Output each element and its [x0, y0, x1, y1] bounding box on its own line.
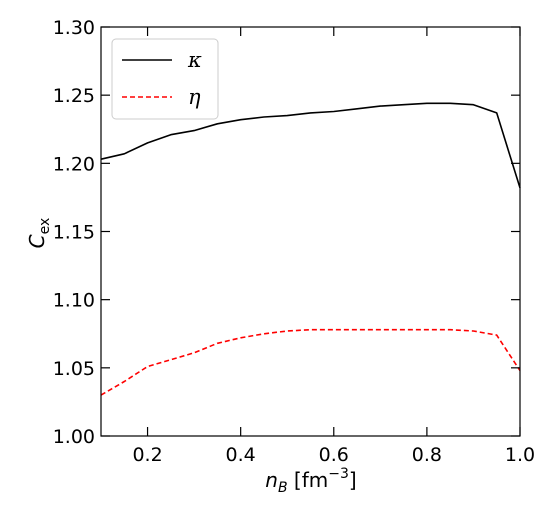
- y-tick-label: 1.30: [53, 17, 95, 39]
- y-tick-label: 1.20: [53, 153, 95, 175]
- y-tick-label: 1.00: [53, 426, 95, 448]
- y-tick-label: 1.10: [53, 290, 95, 312]
- x-tick-label: 0.8: [412, 444, 442, 466]
- y-tick-label: 1.25: [53, 85, 95, 107]
- legend-label-eta: η: [188, 85, 201, 109]
- legend: κ η: [111, 38, 219, 120]
- legend-box: [111, 38, 219, 120]
- x-tick-label: 1.0: [505, 444, 535, 466]
- series-line-kappa: [100, 102, 521, 189]
- series-line-eta: [100, 328, 521, 396]
- x-axis-title: nB [fm−3]: [265, 466, 356, 496]
- y-tick-label: 1.05: [53, 358, 95, 380]
- x-tick-label: 0.2: [132, 444, 162, 466]
- y-axis-title: Cex: [25, 218, 53, 249]
- x-tick-label: 0.4: [226, 444, 256, 466]
- plot-lines: [100, 102, 521, 396]
- axis-ticks: 0.2 0.4 0.6 0.8 1.0 1.00 1.05 1.10 1.15 1.20 1.25 1…: [53, 17, 535, 466]
- x-tick-label: 0.6: [319, 444, 349, 466]
- y-tick-label: 1.15: [53, 222, 95, 244]
- legend-label-kappa: κ: [187, 48, 202, 72]
